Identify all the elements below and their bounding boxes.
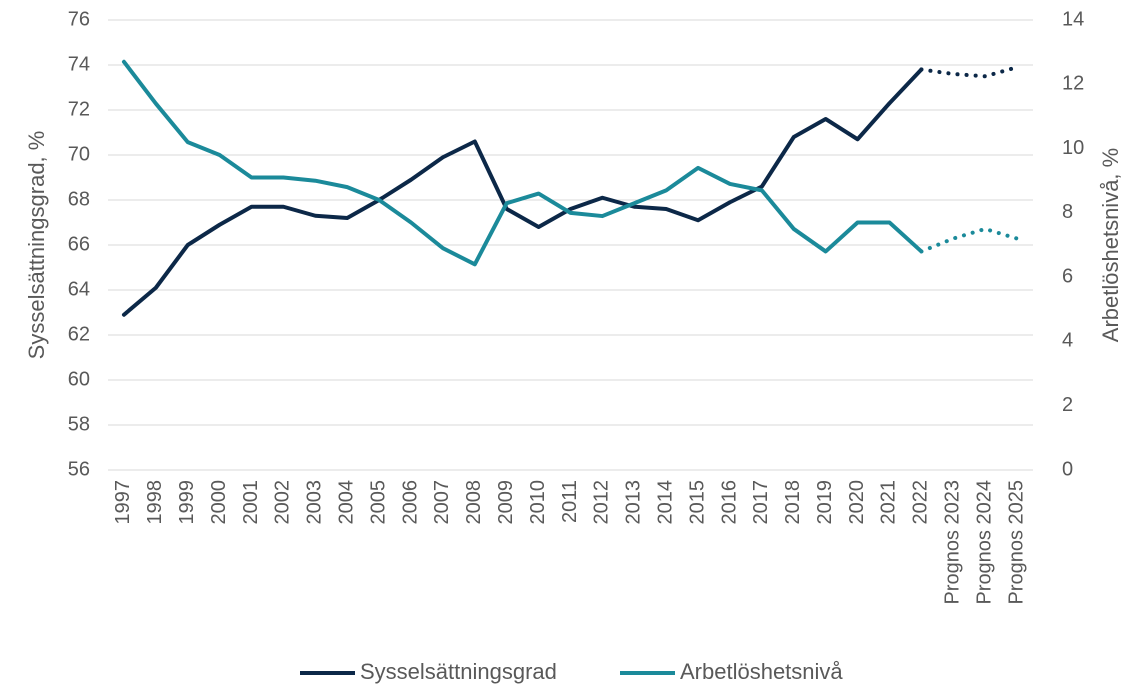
x-tick-label: Prognos 2024 <box>973 480 995 605</box>
y2-tick-label: 8 <box>1062 201 1073 223</box>
x-tick-label: 2016 <box>718 480 740 525</box>
x-tick-label: 2012 <box>591 480 613 525</box>
x-tick-label: Prognos 2023 <box>942 480 964 605</box>
y2-tick-label: 2 <box>1062 394 1073 416</box>
x-tick-label: 1997 <box>112 480 134 525</box>
forecast-line <box>919 65 1020 79</box>
x-tick-label: 2004 <box>336 480 358 525</box>
series-line <box>121 67 924 317</box>
x-tick-label: 2015 <box>686 480 708 525</box>
x-tick-label: 2019 <box>814 480 836 525</box>
x-tick-label: 1999 <box>176 480 198 525</box>
y-tick-label: 72 <box>68 98 90 120</box>
y-tick-label: 58 <box>68 413 90 435</box>
x-tick-label: 2017 <box>750 480 772 525</box>
x-tick-label: 2010 <box>527 480 549 525</box>
x-tick-label: 2018 <box>782 480 804 525</box>
y-tick-label: 66 <box>68 233 90 255</box>
x-tick-label: 2009 <box>495 480 517 525</box>
legend-label: Arbetlöshetsnivå <box>680 659 843 684</box>
x-tick-label: 2001 <box>240 480 262 525</box>
y-tick-label: 60 <box>68 368 90 390</box>
x-tick-label: 2011 <box>559 480 581 523</box>
y-axis-title: Sysselsättningsgrad, % <box>24 131 49 360</box>
y-tick-label: 76 <box>68 8 90 30</box>
y2-tick-label: 12 <box>1062 73 1084 95</box>
y-tick-label: 62 <box>68 323 90 345</box>
y2-tick-label: 0 <box>1062 458 1073 480</box>
y2-tick-label: 10 <box>1062 137 1084 159</box>
x-tick-label: 2014 <box>654 480 676 525</box>
x-tick-label: 2022 <box>910 480 932 525</box>
y2-tick-label: 14 <box>1062 8 1084 30</box>
y-tick-label: 56 <box>68 458 90 480</box>
y-tick-label: 64 <box>68 278 90 300</box>
y-tick-label: 74 <box>68 53 90 75</box>
x-tick-label: 2006 <box>399 480 421 525</box>
y-tick-label: 68 <box>68 188 90 210</box>
x-tick-label: 2000 <box>208 480 230 525</box>
x-tick-label: 2003 <box>304 480 326 525</box>
x-tick-label: 2020 <box>846 480 868 525</box>
x-tick-label: 2021 <box>878 480 900 525</box>
x-tick-label: 2008 <box>463 480 485 525</box>
forecast-line <box>919 226 1020 254</box>
legend-label: Sysselsättningsgrad <box>360 659 557 684</box>
x-tick-label: 2007 <box>431 480 453 525</box>
x-tick-label: 2013 <box>623 480 645 525</box>
x-tick-label: 2002 <box>272 480 294 525</box>
y2-tick-label: 4 <box>1062 330 1073 352</box>
series-line <box>121 59 924 267</box>
y-tick-label: 70 <box>68 143 90 165</box>
x-tick-label: Prognos 2025 <box>1005 480 1027 605</box>
x-tick-label: 2005 <box>367 480 389 525</box>
y2-axis-title: Arbetlöshetsnivå, % <box>1098 148 1123 342</box>
y2-tick-label: 6 <box>1062 265 1073 287</box>
x-tick-label: 1998 <box>144 480 166 525</box>
